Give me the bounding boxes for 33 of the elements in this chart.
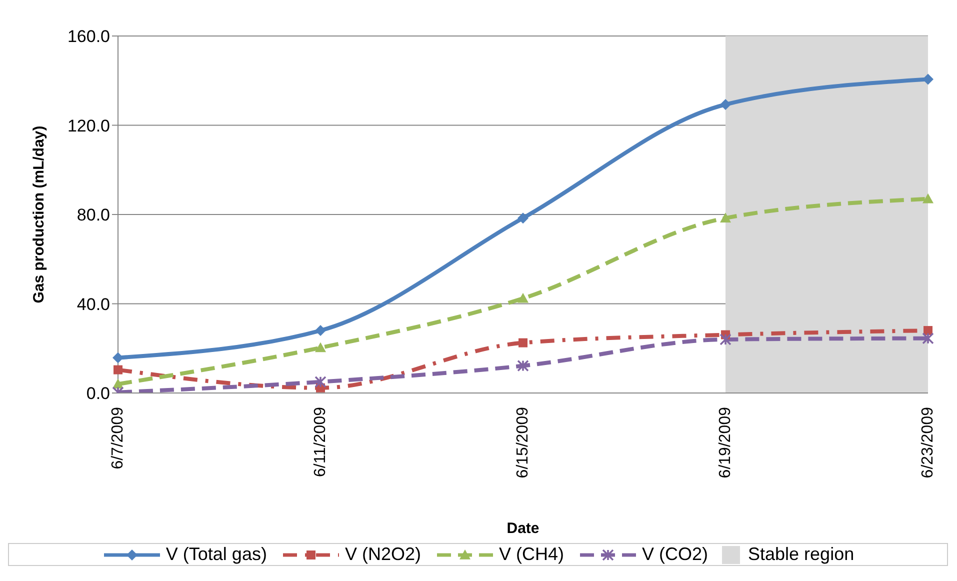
point [720,334,732,346]
y-tick-label: 160.0 [67,27,110,46]
y-tick-label: 120.0 [67,116,110,136]
point [518,292,528,303]
point [924,326,932,336]
point [315,325,326,336]
point [114,365,122,374]
x-tick-label: 6/15/2009 [514,406,532,478]
legend-label: V (N2O2) [344,544,421,565]
legend-label: Stable region [747,544,854,565]
point [922,193,934,204]
point [112,352,124,364]
legend-label: V (CO2) [641,544,708,565]
x-tick-label: 6/11/2009 [312,406,329,477]
y-tick-label: 0.0 [86,384,110,404]
y-tick-label: 40.0 [76,294,110,314]
point [922,332,934,344]
y-tick-label: 80.0 [76,206,110,225]
point [315,342,326,352]
point [518,212,528,224]
point [720,99,731,110]
x-tick-label: 6/7/2009 [110,406,126,470]
x-tick-label: 6/23/2009 [920,406,936,478]
point [314,376,326,388]
legend-label: V (Total gas) [164,544,267,565]
x-tick-label: 6/19/2009 [717,406,734,478]
point [518,338,528,348]
x-axis-title: Date [506,520,540,537]
legend-label: V (CH4) [498,544,564,565]
y-axis-title: Gas production (mL/day) [30,126,48,304]
point [517,360,529,372]
point [720,212,731,222]
point [922,74,934,85]
